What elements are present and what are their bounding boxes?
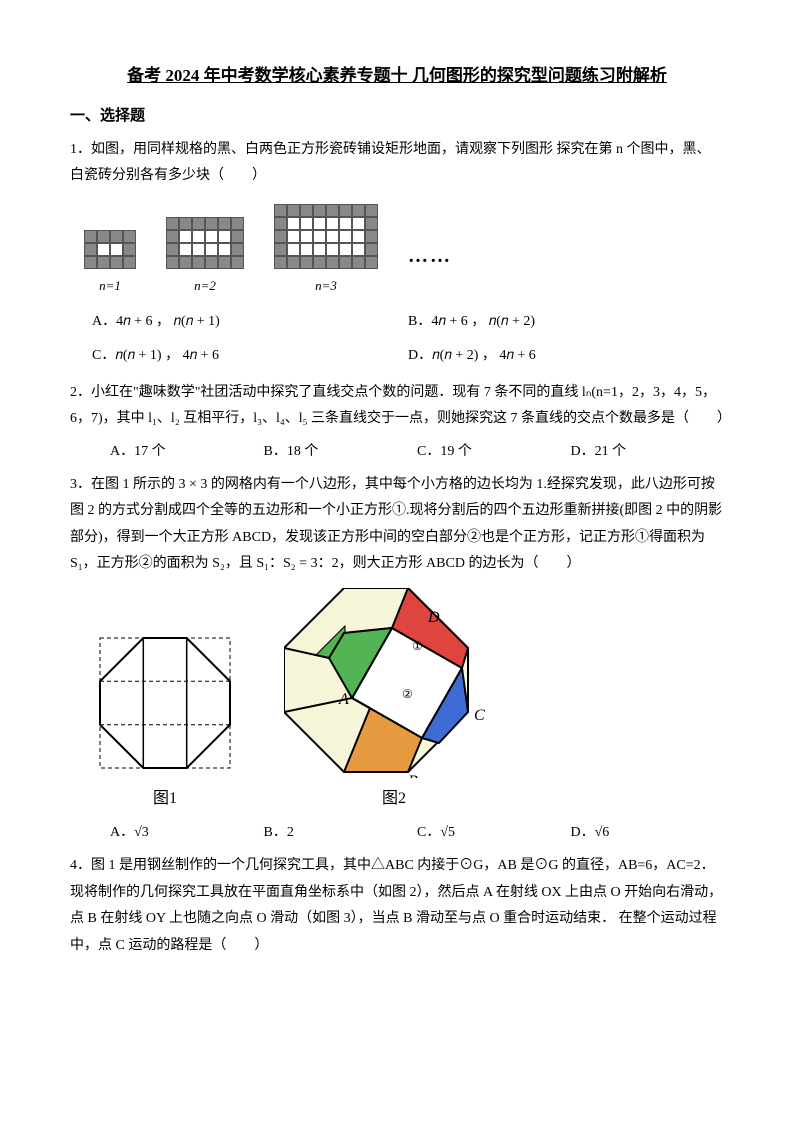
q3-optA: A．√3 [110, 820, 264, 847]
tile-n3: n=3 [274, 204, 378, 299]
q2-optA: A．17 个 [110, 439, 264, 466]
fig1: 图1 [90, 628, 240, 814]
q1-figures: n=1 n=2 n=3 …… [84, 204, 724, 299]
label-B: B [408, 773, 418, 778]
fig2-label: 图2 [284, 784, 504, 814]
label-C: C [474, 707, 485, 724]
fig1-label: 图1 [90, 784, 240, 814]
tile-n2: n=2 [166, 217, 244, 299]
q2-stem: 2．小红在"趣味数学"社团活动中探究了直线交点个数的问题．现有 7 条不同的直线… [70, 380, 724, 433]
q3-optB: B．2 [264, 820, 418, 847]
q3-figures: 图1 ① ② A B C D 图2 [90, 588, 724, 814]
tile-n1: n=1 [84, 230, 136, 299]
tile-n3-label: n=3 [274, 274, 378, 299]
q1-optD: D．𝑛(𝑛 + 2) ， 4𝑛 + 6 [408, 339, 724, 374]
q1-optB: B．4𝑛 + 6 ， 𝑛(𝑛 + 2) [408, 305, 724, 340]
q3-stem: 3．在图 1 所示的 3 × 3 的网格内有一个八边形，其中每个小方格的边长均为… [70, 472, 724, 578]
q3-optD: D．√6 [571, 820, 725, 847]
circle-2-label: ② [402, 687, 413, 701]
q3-options: A．√3 B．2 C．√5 D．√6 [110, 820, 724, 847]
fig1-svg [90, 628, 240, 778]
q2-optC: C．19 个 [417, 439, 571, 466]
fig2-svg: ① ② A B C D [284, 588, 504, 778]
page-title: 备考 2024 年中考数学核心素养专题十 几何图形的探究型问题练习附解析 [70, 60, 724, 92]
circle-1-label: ① [412, 639, 423, 653]
q1-optC: C．𝑛(𝑛 + 1) ， 4𝑛 + 6 [92, 339, 408, 374]
q4-stem: 4．图 1 是用钢丝制作的一个几何探究工具，其中△ABC 内接于⊙G，AB 是⊙… [70, 853, 724, 959]
label-D: D [427, 609, 440, 626]
q2-optD: D．21 个 [571, 439, 725, 466]
q1-stem: 1．如图，用同样规格的黑、白两色正方形瓷砖铺设矩形地面，请观察下列图形 探究在第… [70, 137, 724, 190]
q3-optC: C．√5 [417, 820, 571, 847]
q2-optB: B．18 个 [264, 439, 418, 466]
q1-optA: A．4𝑛 + 6 ， 𝑛(𝑛 + 1) [92, 305, 408, 340]
q2-options: A．17 个 B．18 个 C．19 个 D．21 个 [110, 439, 724, 466]
tile-n1-label: n=1 [84, 274, 136, 299]
tile-n2-label: n=2 [166, 274, 244, 299]
section-heading: 一、选择题 [70, 102, 724, 131]
fig2: ① ② A B C D 图2 [284, 588, 504, 814]
ellipsis: …… [408, 237, 452, 275]
label-A: A [338, 691, 349, 708]
q1-options: A．4𝑛 + 6 ， 𝑛(𝑛 + 1) B．4𝑛 + 6 ， 𝑛(𝑛 + 2) … [92, 305, 724, 374]
